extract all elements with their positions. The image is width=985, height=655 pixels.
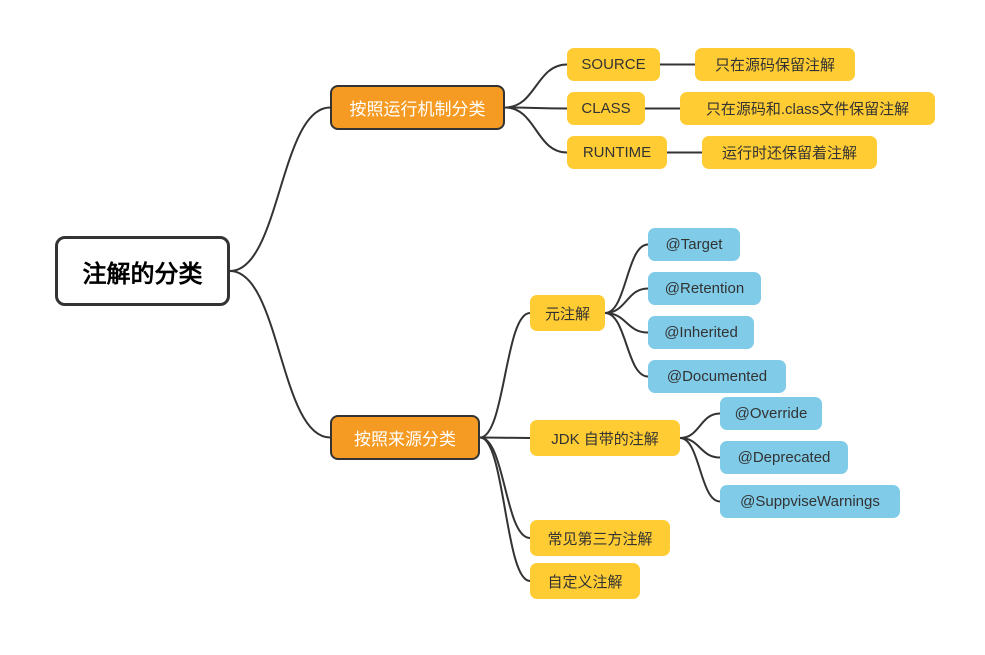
- node-suppress-warnings: @SuppviseWarnings: [720, 485, 900, 518]
- edge: [230, 108, 330, 272]
- edge: [480, 438, 530, 582]
- node-runtime-desc: 运行时还保留着注解: [702, 136, 877, 169]
- edge: [605, 245, 648, 314]
- edge: [480, 438, 530, 439]
- node-class-desc: 只在源码和.class文件保留注解: [680, 92, 935, 125]
- node-by-mechanism: 按照运行机制分类: [330, 85, 505, 130]
- node-source: SOURCE: [567, 48, 660, 81]
- edge: [480, 438, 530, 539]
- node-documented: @Documented: [648, 360, 786, 393]
- node-deprecated: @Deprecated: [720, 441, 848, 474]
- edge: [480, 313, 530, 438]
- edge: [230, 271, 330, 438]
- node-meta-annotation: 元注解: [530, 295, 605, 331]
- node-runtime: RUNTIME: [567, 136, 667, 169]
- node-class: CLASS: [567, 92, 645, 125]
- edge: [680, 414, 720, 439]
- node-third-party: 常见第三方注解: [530, 520, 670, 556]
- node-by-origin: 按照来源分类: [330, 415, 480, 460]
- edge: [505, 65, 567, 108]
- node-inherited: @Inherited: [648, 316, 754, 349]
- node-target: @Target: [648, 228, 740, 261]
- edge: [505, 108, 567, 153]
- node-retention: @Retention: [648, 272, 761, 305]
- node-root: 注解的分类: [55, 236, 230, 306]
- node-source-desc: 只在源码保留注解: [695, 48, 855, 81]
- node-custom: 自定义注解: [530, 563, 640, 599]
- node-override: @Override: [720, 397, 822, 430]
- node-jdk-builtin: JDK 自带的注解: [530, 420, 680, 456]
- mindmap-stage: { "canvas": { "width": 985, "height": 65…: [0, 0, 985, 655]
